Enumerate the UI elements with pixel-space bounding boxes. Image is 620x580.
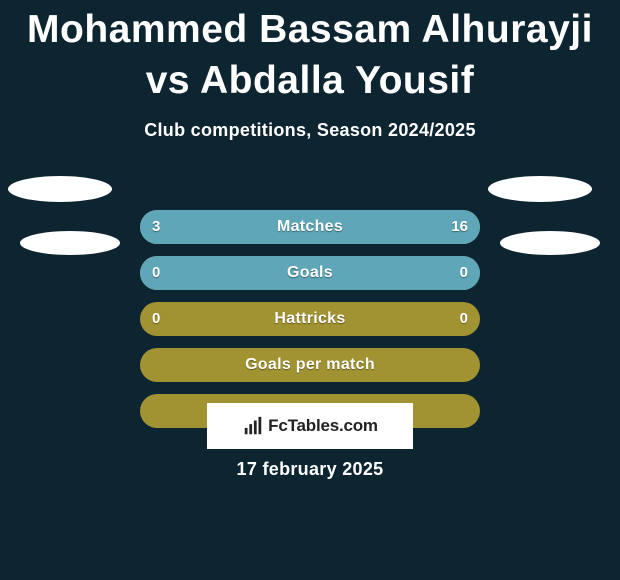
decorative-oval [8, 176, 112, 202]
comparison-card: Mohammed Bassam Alhurayji vs Abdalla You… [0, 0, 620, 580]
logo-text: FcTables.com [268, 416, 378, 436]
fctables-logo: FcTables.com [207, 403, 413, 449]
stat-bar-right-fill [140, 256, 480, 290]
decorative-oval [20, 231, 120, 255]
fctables-logo-inner: FcTables.com [242, 415, 378, 437]
bar-chart-icon [242, 415, 264, 437]
decorative-oval [500, 231, 600, 255]
stat-row: Goals per match [0, 348, 620, 382]
stat-bar [140, 256, 480, 290]
stat-bar [140, 348, 480, 382]
subtitle: Club competitions, Season 2024/2025 [0, 120, 620, 141]
stat-bar [140, 302, 480, 336]
stat-row: Goals00 [0, 256, 620, 290]
page-title: Mohammed Bassam Alhurayji vs Abdalla You… [0, 0, 620, 106]
date-label: 17 february 2025 [0, 459, 620, 480]
stat-bar-left-fill [140, 210, 194, 244]
stat-row: Hattricks00 [0, 302, 620, 336]
stat-bar [140, 210, 480, 244]
stat-bar-right-fill [194, 210, 480, 244]
decorative-oval [488, 176, 592, 202]
